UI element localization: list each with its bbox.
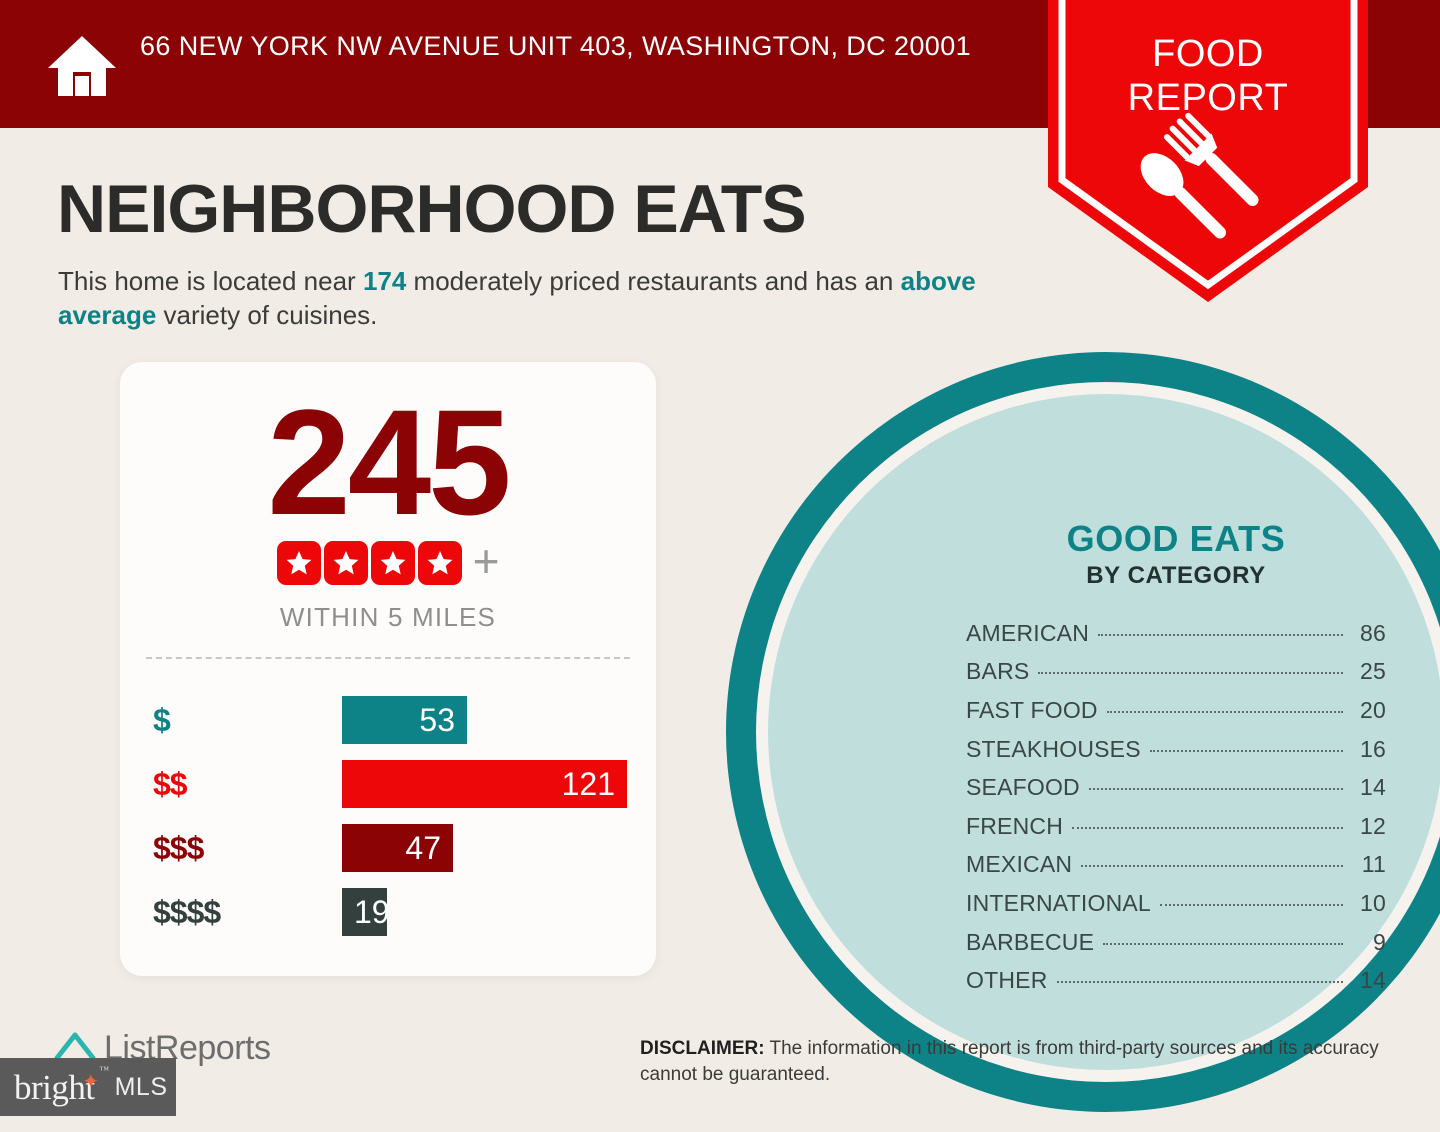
price-bar-track: 47 <box>342 824 453 872</box>
category-count: 11 <box>1361 851 1386 878</box>
restaurant-count: 245 <box>267 378 511 546</box>
category-name: INTERNATIONAL <box>966 889 1151 916</box>
home-icon <box>46 30 118 102</box>
star-icon <box>417 541 462 585</box>
price-level-label: $$$$ <box>153 893 221 930</box>
star-icon <box>370 541 415 585</box>
list-item: FAST FOOD 20 <box>966 697 1386 736</box>
dot-leader <box>1056 981 1343 984</box>
price-bar: 19 <box>342 888 390 936</box>
price-bar: 53 <box>342 696 467 744</box>
subtitle-part-1: This home is located near <box>58 266 363 296</box>
disclaimer-text: The information in this report is from t… <box>640 1038 1379 1085</box>
dot-leader <box>1159 903 1343 906</box>
circle-inner-fill <box>768 394 1440 1070</box>
category-count: 9 <box>1373 928 1386 955</box>
category-count: 14 <box>1360 774 1386 801</box>
price-level-label: $$ <box>153 765 188 802</box>
list-item: MEXICAN 11 <box>966 851 1386 890</box>
category-name: BARS <box>966 658 1030 685</box>
radius-label: WITHIN 5 MILES <box>279 602 497 632</box>
price-bar-track: 121 <box>342 760 627 808</box>
bright-tm-mark: ™ <box>99 1064 109 1076</box>
price-level-label: $ <box>153 701 171 738</box>
page-subtitle: This home is located near 174 moderately… <box>58 264 1008 333</box>
subtitle-variety-rating: above average <box>58 266 976 331</box>
dot-leader <box>1106 710 1343 713</box>
star-icon <box>323 541 368 585</box>
category-count: 25 <box>1360 658 1386 685</box>
price-bar-row: $$ 121 <box>120 752 656 816</box>
mls-wordmark: MLS <box>114 1072 168 1101</box>
dot-leader <box>1088 788 1343 791</box>
category-count: 86 <box>1360 619 1386 646</box>
dot-leader <box>1098 633 1343 636</box>
bright-text: bright <box>14 1067 95 1107</box>
category-count: 20 <box>1360 696 1386 723</box>
dot-leader <box>1103 942 1343 945</box>
bright-mls-watermark: bright ✦ ™ MLS <box>0 1058 176 1116</box>
bright-spark-icon: ✦ <box>82 1070 99 1093</box>
price-bar: 47 <box>342 824 453 872</box>
disclaimer: DISCLAIMER: The information in this repo… <box>640 1036 1390 1087</box>
list-item: BARS 25 <box>966 658 1386 697</box>
category-name: FRENCH <box>966 812 1064 839</box>
category-name: AMERICAN <box>966 619 1090 646</box>
category-name: OTHER <box>966 967 1048 994</box>
star-icon <box>276 541 321 585</box>
list-item: AMERICAN 86 <box>966 620 1386 659</box>
category-name: FAST FOOD <box>966 696 1098 723</box>
list-item: INTERNATIONAL 10 <box>966 890 1386 929</box>
dot-leader <box>1038 672 1343 675</box>
restaurant-stats-card: 245 + WITHIN 5 MILES $53 $$ 121 $$$ 47 $$$$ 19 <box>120 362 656 976</box>
category-name: SEAFOOD <box>966 774 1080 801</box>
category-count: 12 <box>1360 812 1386 839</box>
category-name: BARBECUE <box>966 928 1095 955</box>
bright-wordmark: bright ✦ ™ <box>14 1065 109 1107</box>
good-eats-title: GOOD EATS <box>1066 518 1286 559</box>
card-divider <box>146 657 630 659</box>
page-title: NEIGHBORHOOD EATS <box>57 171 807 247</box>
category-count: 16 <box>1360 735 1386 762</box>
price-bar-row: $$$$ 19 <box>120 880 656 944</box>
disclaimer-label: DISCLAIMER: <box>640 1038 765 1059</box>
good-eats-subtitle: BY CATEGORY <box>1086 561 1266 589</box>
category-name: MEXICAN <box>966 851 1073 878</box>
price-bar: 121 <box>342 760 627 808</box>
dot-leader <box>1072 826 1343 829</box>
price-bar-row: $53 <box>120 688 656 752</box>
dot-leader <box>1081 865 1343 868</box>
list-item: FRENCH 12 <box>966 813 1386 852</box>
spoon-fork-icon <box>1140 112 1259 239</box>
property-address: 66 NEW YORK NW AVENUE UNIT 403, WASHINGT… <box>140 31 972 61</box>
good-eats-panel: GOOD EATS BY CATEGORY AMERICAN 86 BARS 25 FA… <box>966 520 1386 1006</box>
list-item: STEAKHOUSES 16 <box>966 736 1386 775</box>
food-report-badge: FOOD REPORT <box>1048 0 1368 302</box>
good-eats-list: AMERICAN 86 BARS 25 FAST FOOD 20 STEAKHOUSES 16… <box>966 620 1386 1006</box>
dot-leader <box>1149 749 1343 752</box>
header-content: 66 NEW YORK NW AVENUE UNIT 403, WASHINGT… <box>46 28 1006 102</box>
price-level-label: $$$ <box>153 829 204 866</box>
teal-circle-graphic <box>726 352 1440 1132</box>
price-bar-track: 53 <box>342 696 467 744</box>
price-bar-track: 19 <box>342 888 390 936</box>
subtitle-part-3: variety of cuisines. <box>156 300 378 331</box>
list-item: OTHER 14 <box>966 967 1386 1006</box>
rating-plus-sign: + <box>472 535 500 587</box>
subtitle-part-2: moderately priced restaurants and has an <box>406 266 901 296</box>
category-count: 10 <box>1360 889 1386 916</box>
category-count: 14 <box>1360 967 1386 994</box>
category-name: STEAKHOUSES <box>966 735 1141 762</box>
price-level-bar-chart: $53 $$ 121 $$$ 47 $$$$ 19 <box>120 688 656 944</box>
price-bar-row: $$$ 47 <box>120 816 656 880</box>
list-item: SEAFOOD 14 <box>966 774 1386 813</box>
list-item: BARBECUE 9 <box>966 929 1386 968</box>
subtitle-restaurant-count: 174 <box>362 266 407 296</box>
listreports-house-icon <box>52 1028 98 1067</box>
star-rating: + <box>120 535 656 587</box>
